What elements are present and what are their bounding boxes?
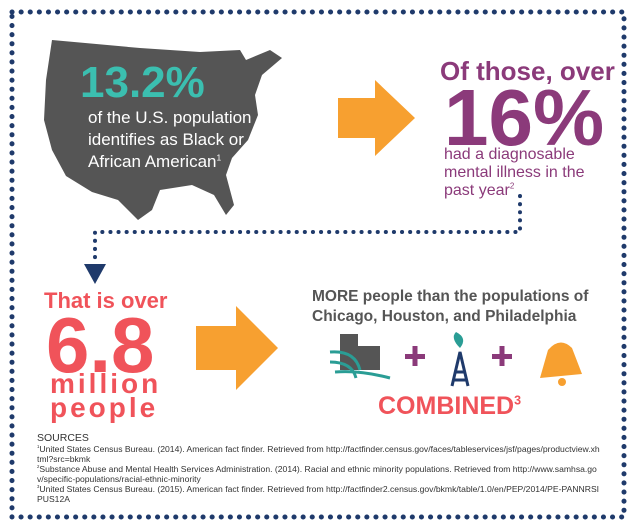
- source: 3United States Census Bureau. (2015). Am…: [37, 484, 602, 504]
- us-map: [44, 40, 282, 220]
- source: 1United States Census Bureau. (2014). Am…: [37, 444, 602, 464]
- houston-icon: [450, 332, 470, 387]
- text-line: of the U.S. population: [88, 108, 252, 127]
- lead: That is over: [44, 288, 168, 313]
- footnote-ref: 2: [509, 181, 515, 191]
- footnote-ref: 3: [37, 484, 40, 490]
- plus: [492, 346, 512, 366]
- text-line: Chicago, Houston, and Philadelphia: [312, 308, 577, 325]
- source: 2Substance Abuse and Mental Health Servi…: [37, 464, 602, 484]
- text: past year: [444, 182, 510, 199]
- arrow-down: [84, 264, 106, 284]
- sources: SOURCES 1United States Census Bureau. (2…: [37, 432, 602, 504]
- text: COMBINED: [378, 392, 515, 420]
- text-line: past year2: [444, 182, 514, 200]
- text-line: people: [50, 392, 159, 423]
- text: United States Census Bureau. (2015). Ame…: [37, 484, 600, 504]
- arrow: [338, 80, 415, 156]
- text: African American: [88, 152, 217, 171]
- stat: 6.8: [46, 301, 155, 389]
- plus: [405, 346, 425, 366]
- footnote-ref: 1: [37, 444, 40, 450]
- chicago-icon: [329, 334, 391, 380]
- bell-icon: [540, 342, 582, 386]
- text-line: million: [50, 368, 162, 399]
- text-line: identifies as Black or: [88, 130, 244, 149]
- stat: 16%: [444, 73, 605, 162]
- text: Substance Abuse and Mental Health Servic…: [37, 464, 597, 484]
- lead: Of those, over: [440, 56, 615, 86]
- sources-heading: SOURCES: [37, 432, 89, 444]
- text: United States Census Bureau. (2014). Ame…: [37, 444, 600, 464]
- arrow: [196, 306, 278, 390]
- text-line: mental illness in the: [444, 164, 585, 181]
- footnote-ref: 1: [216, 152, 222, 163]
- text-line: had a diagnosable: [444, 146, 575, 163]
- text-line: MORE people than the populations of: [312, 288, 589, 305]
- stat: 13.2%: [80, 58, 205, 107]
- text-line: African American1: [88, 152, 221, 172]
- dotted-connector: [93, 194, 522, 264]
- combined: COMBINED3: [378, 392, 521, 421]
- dotted-border: [9, 9, 627, 520]
- footnote-ref: 2: [37, 464, 40, 470]
- footnote-ref: 3: [514, 393, 522, 408]
